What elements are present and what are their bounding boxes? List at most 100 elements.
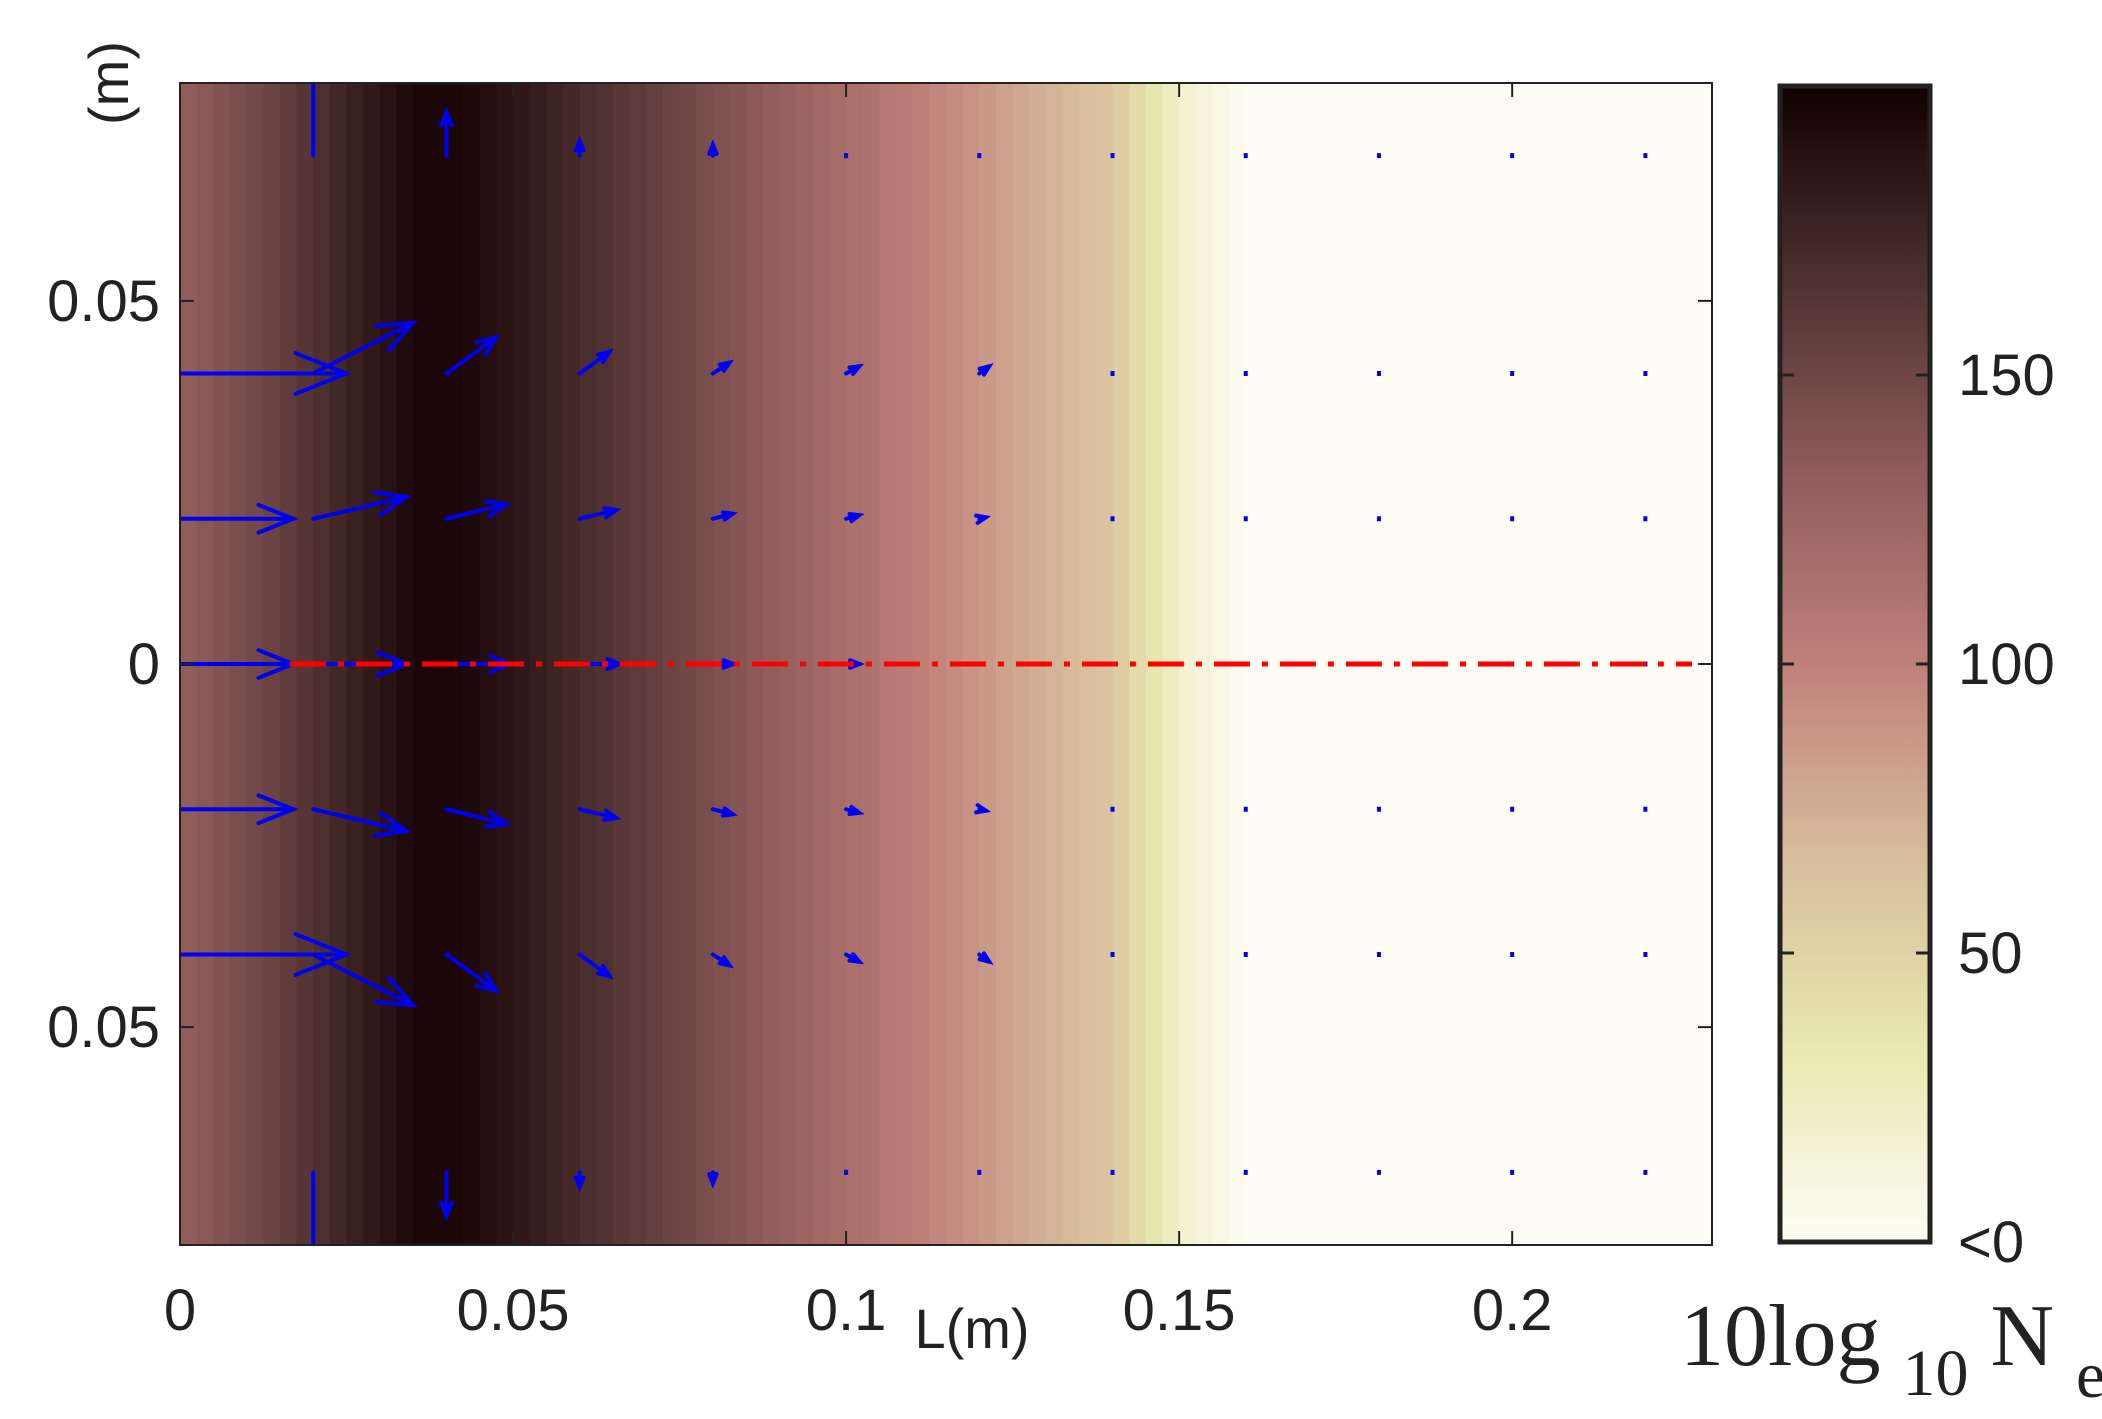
quiver-dot — [1510, 153, 1515, 159]
quiver-arrow — [577, 506, 622, 521]
heatmap-cell — [1112, 83, 1130, 1245]
arrow-shaft — [311, 807, 409, 834]
heatmap-cell — [1662, 83, 1680, 1245]
quiver-arrow — [974, 513, 992, 525]
quiver-arrow — [180, 793, 299, 826]
quiver-dot — [1376, 153, 1381, 159]
heatmap-cell — [1329, 83, 1347, 1245]
heatmap-cell — [1129, 83, 1147, 1245]
colorbar-tick-label: 100 — [1958, 632, 2055, 697]
quiver-arrow — [180, 932, 352, 977]
quiver-dot — [1510, 1169, 1515, 1175]
x-axis-label: L(m) — [914, 1297, 1029, 1360]
arrow-head — [595, 348, 614, 365]
arrow-shaft — [577, 807, 619, 820]
quiver-dot — [1243, 371, 1248, 376]
arrow-head — [707, 1171, 719, 1189]
arrow-head — [717, 359, 735, 373]
quiver-arrow — [974, 803, 992, 815]
quiver-dot — [1243, 516, 1248, 522]
heatmap-cell — [929, 83, 947, 1245]
quiver-arrow — [311, 807, 412, 838]
y-axis-label: (m) — [77, 41, 140, 125]
arrow-head — [374, 320, 418, 353]
quiver-dot — [1510, 952, 1515, 957]
quiver-arrow — [444, 334, 501, 376]
y-tick-label: 0 — [128, 632, 160, 697]
heatmap-cell — [1528, 83, 1547, 1245]
x-tick-label: 0.15 — [1123, 1278, 1236, 1343]
arrow-shaft — [577, 952, 612, 979]
quiver-dot — [1243, 153, 1248, 159]
quiver-arrow — [710, 510, 739, 522]
quiver-arrow — [707, 1170, 719, 1189]
y-axis-ticks: 0.05 0 0.05 — [47, 269, 1712, 1060]
quiver-dot — [1243, 952, 1248, 957]
arrow-head — [974, 803, 992, 815]
colorbar-label-var-sub: e — [2076, 1339, 2102, 1412]
quiver-dot — [1243, 1169, 1248, 1175]
arrow-head — [484, 809, 512, 829]
arrow-head — [374, 975, 418, 1008]
arrow-head — [721, 658, 739, 670]
heatmap-cell — [1512, 83, 1530, 1245]
heatmap-cell — [779, 83, 797, 1245]
colorbar-label-sub: 10 — [1902, 1337, 1968, 1410]
quiver-dot — [1643, 1169, 1648, 1175]
arrow-head — [977, 363, 994, 377]
arrow-head — [595, 963, 614, 980]
quiver-arrow — [577, 807, 622, 822]
quiver-arrow — [844, 511, 865, 524]
arrow-shaft — [444, 335, 499, 376]
arrow-head — [256, 793, 299, 826]
quiver-dot — [1510, 806, 1515, 812]
arrow-head — [847, 363, 865, 376]
quiver-arrow — [180, 502, 299, 535]
quiver-dot — [1243, 806, 1248, 812]
x-axis-ticks: 0 0.05 0.1 0.15 0.2 — [164, 83, 1553, 1343]
heatmap-cell — [1262, 83, 1280, 1245]
x-tick-label: 0.2 — [1472, 1278, 1553, 1343]
heatmap-cell — [1195, 83, 1214, 1245]
quiver-dot — [1643, 153, 1648, 159]
arrow-head — [707, 139, 719, 157]
arrow-head — [474, 334, 501, 357]
quiver-arrow — [444, 952, 501, 994]
arrow-shaft — [444, 952, 499, 993]
arrow-head — [300, 1248, 327, 1281]
quiver-arrow — [577, 348, 614, 376]
arrow-head — [720, 510, 739, 522]
heatmap-cell — [1462, 83, 1480, 1245]
arrow-shaft — [577, 349, 612, 376]
quiver-arrow — [311, 490, 412, 521]
quiver-arrow — [311, 952, 418, 1008]
quiver-arrow — [300, 47, 327, 158]
arrow-head — [605, 657, 626, 671]
arrow-head — [373, 810, 412, 838]
arrow-shaft — [311, 952, 416, 1008]
quiver-arrow — [844, 804, 865, 817]
quiver-arrow — [573, 135, 586, 158]
arrow-head — [573, 135, 586, 153]
colorbar-label-var: N — [1990, 1288, 2054, 1385]
arrow-head — [300, 47, 327, 80]
quiver-dot — [1643, 371, 1648, 376]
arrow-head — [717, 955, 735, 969]
heatmap-cell — [912, 83, 931, 1245]
colorbar: 150 100 50 <0 10log 10 N e — [1680, 83, 2102, 1412]
quiver-arrow — [300, 1170, 327, 1281]
arrow-shaft — [311, 320, 416, 376]
arrow-shaft — [311, 494, 409, 521]
heatmap-cell — [1179, 83, 1197, 1245]
heatmap-cell — [1595, 83, 1613, 1245]
colorbar-tick-label: <0 — [1958, 1210, 2024, 1275]
quiver-dot — [1643, 806, 1648, 812]
quiver-dot — [1510, 371, 1515, 376]
arrow-head — [720, 806, 739, 818]
arrow-head — [439, 106, 454, 128]
x-tick-label: 0 — [164, 1278, 196, 1343]
arrow-head — [373, 490, 412, 518]
quiver-arrows — [180, 47, 1648, 1281]
heatmap-cell — [1062, 83, 1081, 1245]
